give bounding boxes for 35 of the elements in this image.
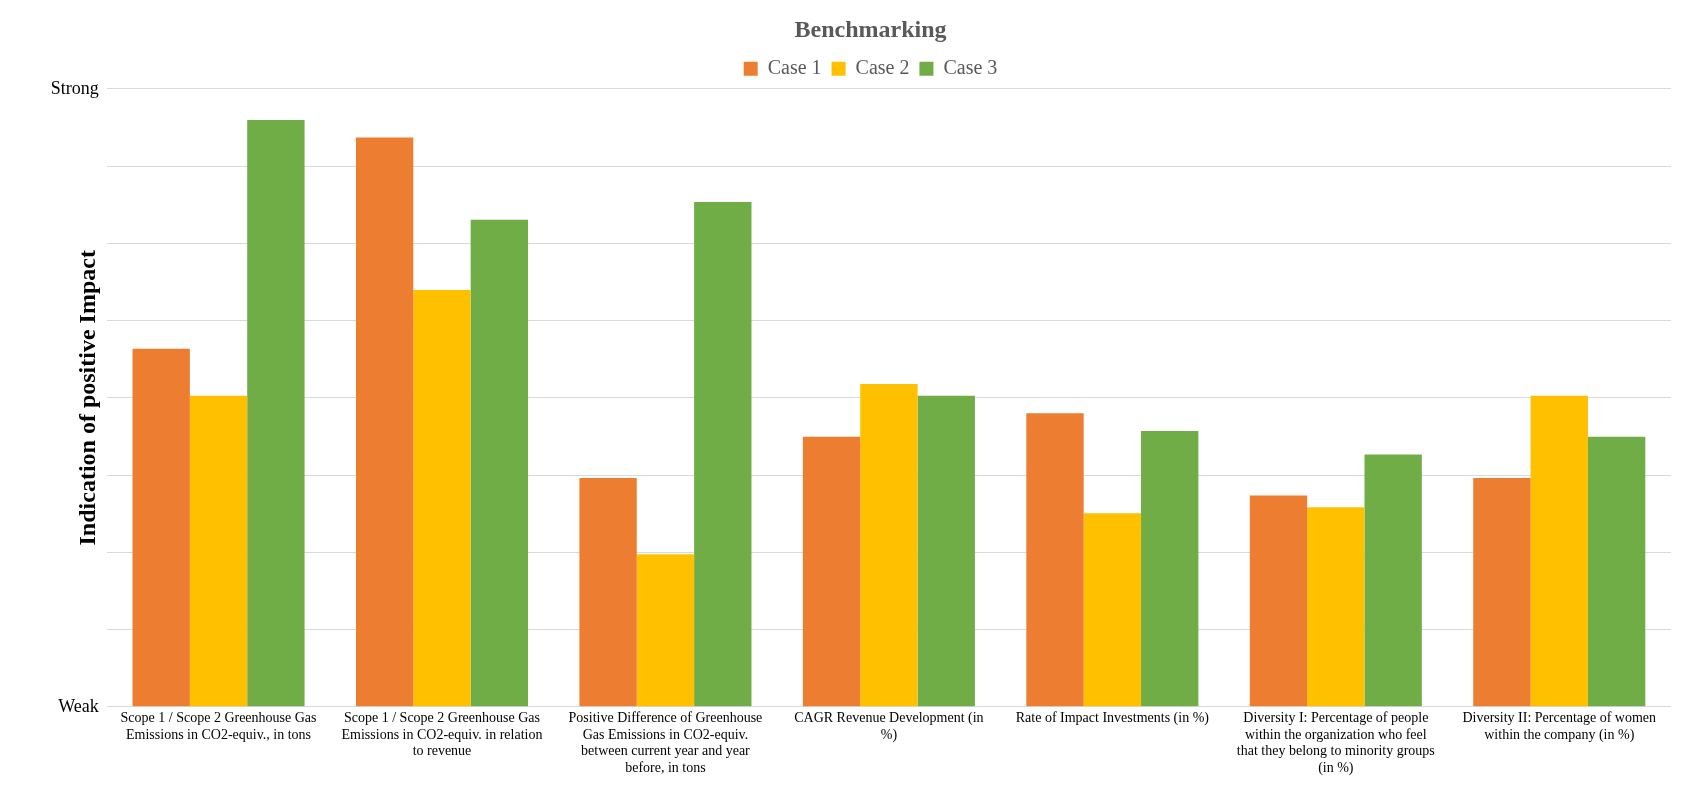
bar [355, 137, 414, 707]
bar [860, 384, 918, 707]
text: Strong [50, 77, 99, 98]
legend-label: Case 1 [767, 56, 822, 79]
bar [1141, 430, 1199, 707]
bar [1083, 513, 1142, 707]
bar [413, 290, 471, 707]
bar [917, 395, 975, 707]
legend-label: Case 2 [855, 56, 910, 79]
x-tick-label: Diversity II: Percentage of women within the company (in %) [1462, 709, 1657, 743]
chart-title: Benchmarking [794, 15, 947, 42]
x-tick-label: Scope 1 / Scope 2 Greenhouse Gas Emissions in CO2-equiv. in relation to revenue [341, 709, 543, 759]
x-tick-label: Scope 1 / Scope 2 Greenhouse Gas Emissions in CO2-equiv., in tons [120, 709, 317, 742]
bar [247, 119, 305, 707]
x-tick-label: Positive Difference of Greenhouse Gas Emissions in CO2-equiv. between current year and year before, in tons [568, 709, 763, 776]
bar [132, 348, 190, 707]
bar [1473, 477, 1531, 707]
bar [636, 554, 695, 707]
bar [1364, 454, 1422, 707]
bar [470, 219, 529, 707]
bar [579, 477, 637, 707]
bar [1587, 436, 1646, 707]
bar [694, 202, 752, 707]
bar [802, 436, 861, 707]
x-tick-label: CAGR Revenue Development (in %) [794, 709, 984, 743]
bar [189, 395, 248, 707]
bar [1307, 507, 1365, 707]
y-axis-title: Indication of positive Impact [73, 250, 100, 546]
x-tick-label: Diversity I: Percentage of people within the organization who feel that they belong to minority groups (in %) [1236, 709, 1435, 777]
x-tick-label: Rate of Impact Investments (in %) [1015, 709, 1210, 726]
text: Weak [58, 695, 99, 716]
bar [1530, 395, 1588, 707]
bar [1249, 495, 1308, 707]
legend-label: Case 3 [943, 56, 998, 79]
bar [1026, 413, 1084, 707]
